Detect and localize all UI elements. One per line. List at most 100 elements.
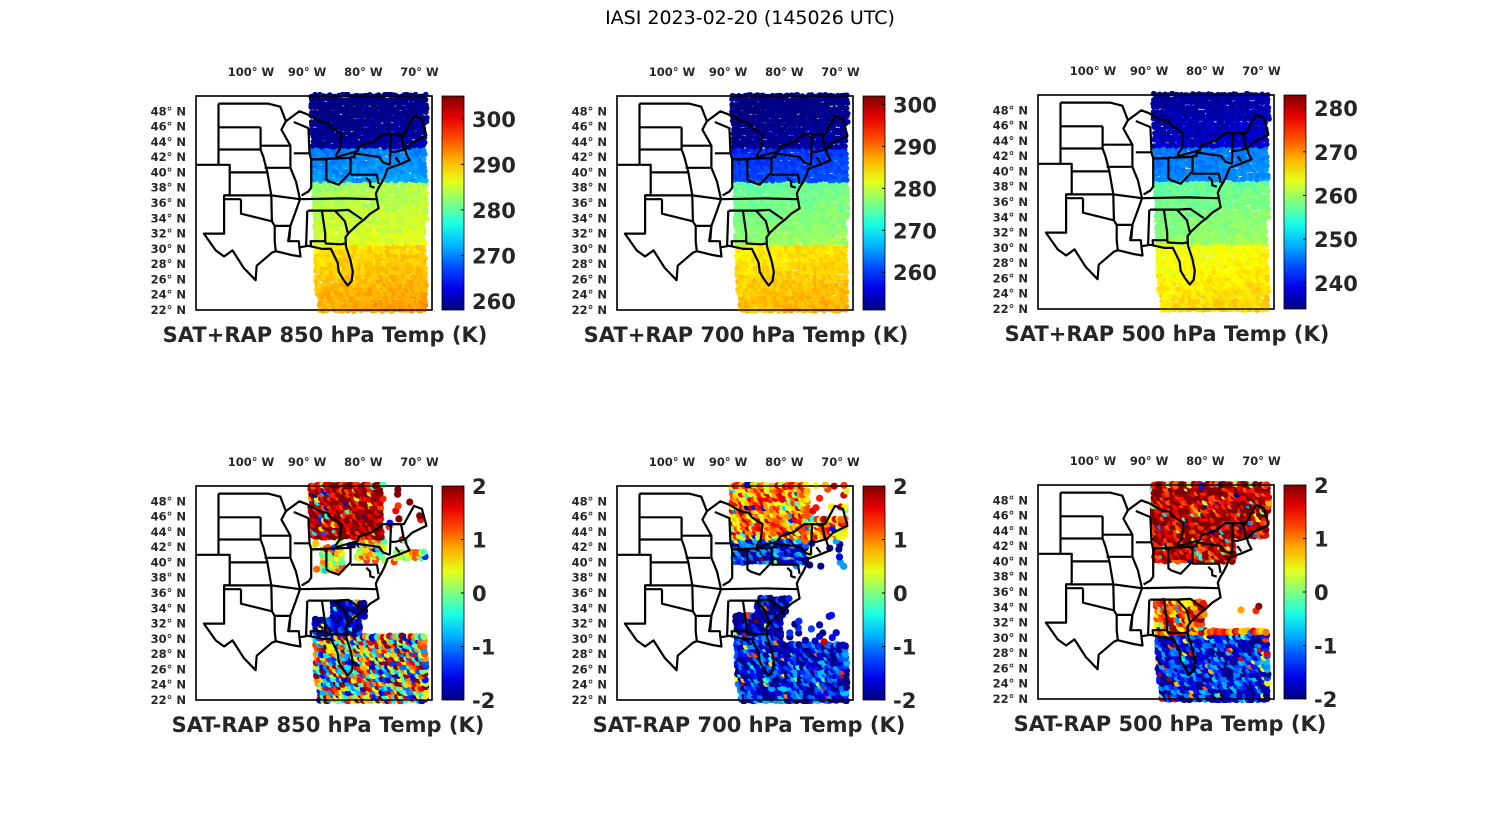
data-point [1257,298,1264,304]
data-point [1238,293,1245,300]
lon-tick-label: 80° W [344,65,383,79]
data-point [1265,193,1271,200]
data-point [843,269,850,275]
data-point [842,257,849,263]
data-point [792,157,799,163]
data-point [1233,289,1240,295]
data-point [768,294,774,301]
lat-tick-label: 22° N [572,303,607,317]
data-point [314,219,321,226]
data-point [355,249,362,255]
lat-tick-label: 42° N [151,150,186,164]
data-point [1259,247,1266,253]
data-point [421,160,427,167]
data-point [421,147,427,154]
data-point [419,105,426,112]
data-point [1251,294,1257,301]
data-point [424,114,430,121]
data-point [1264,248,1270,254]
data-point [423,102,429,108]
data-point [1213,298,1220,304]
data-point [423,177,429,184]
state-boundary [334,209,349,234]
colorbar [862,95,886,311]
data-point [422,278,428,285]
lon-tick-label: 100° W [228,65,275,79]
data-point [354,185,360,192]
data-point [843,165,850,171]
data-point [350,295,356,301]
data-point [332,186,338,192]
data-point [1233,302,1239,309]
lat-tick-label: 26° N [572,272,607,286]
data-point [318,135,324,142]
data-point [1265,206,1272,212]
swath-points [308,92,430,314]
data-point [420,236,427,243]
data-point [802,257,808,264]
lat-tick-label: 44° N [151,135,186,149]
data-point [400,287,406,293]
lat-tick-label: 36° N [151,196,186,210]
data-point [844,177,850,183]
lat-tick-label: 32° N [572,227,607,241]
data-point [368,261,375,267]
data-point [367,126,374,133]
data-point [784,302,790,308]
data-point [753,101,760,107]
data-point [795,235,801,242]
data-point [330,214,336,221]
data-point [840,100,846,107]
lon-tick-label: 80° W [765,65,804,79]
colorbar-tick-label: 300 [472,108,516,132]
data-point [791,219,798,226]
state-boundary [274,224,301,248]
data-point [788,135,795,141]
data-point [1220,189,1227,196]
data-point [419,282,425,289]
data-point [422,286,429,293]
data-point [780,262,786,268]
data-point [807,235,813,242]
state-boundary [745,240,767,246]
lat-tick-label: 30° N [572,242,607,256]
data-point [423,201,430,208]
data-point [1210,269,1217,275]
lon-tick-label: 70° W [821,65,860,79]
data-point [807,249,814,255]
state-boundary [350,152,391,166]
data-point [840,206,846,213]
data-point [841,236,848,243]
data-point [1208,285,1214,292]
data-point [421,253,427,260]
lat-tick-label: 24° N [572,288,607,302]
state-boundary [202,102,428,287]
lat-tick-label: 34° N [151,211,186,225]
data-point [376,123,383,129]
data-point [1264,265,1271,271]
data-point [421,173,428,179]
data-point [1195,298,1202,304]
data-point [838,152,845,158]
data-point [395,126,401,132]
data-point [742,249,749,255]
state-boundary [400,134,405,151]
state-boundary [695,224,722,248]
lat-tick-label: 32° N [151,227,186,241]
data-point [398,227,405,234]
data-point [1153,213,1160,219]
data-point [1226,298,1233,304]
data-point [1245,269,1251,275]
colorbar-tick-label: 290 [893,135,937,159]
data-point [845,119,851,125]
data-point [829,295,836,302]
data-point [777,256,783,263]
data-point [338,286,345,293]
data-point [783,252,789,258]
lat-tick-label: 34° N [572,211,607,225]
data-point [780,293,786,300]
data-point [1265,214,1272,221]
panel-sat-plus-rap-700: 100° W 90° W 80° W 70° W 48° N 46° N 44° N 42° … [541,58,961,388]
data-point [762,295,768,302]
data-point [1157,255,1164,262]
